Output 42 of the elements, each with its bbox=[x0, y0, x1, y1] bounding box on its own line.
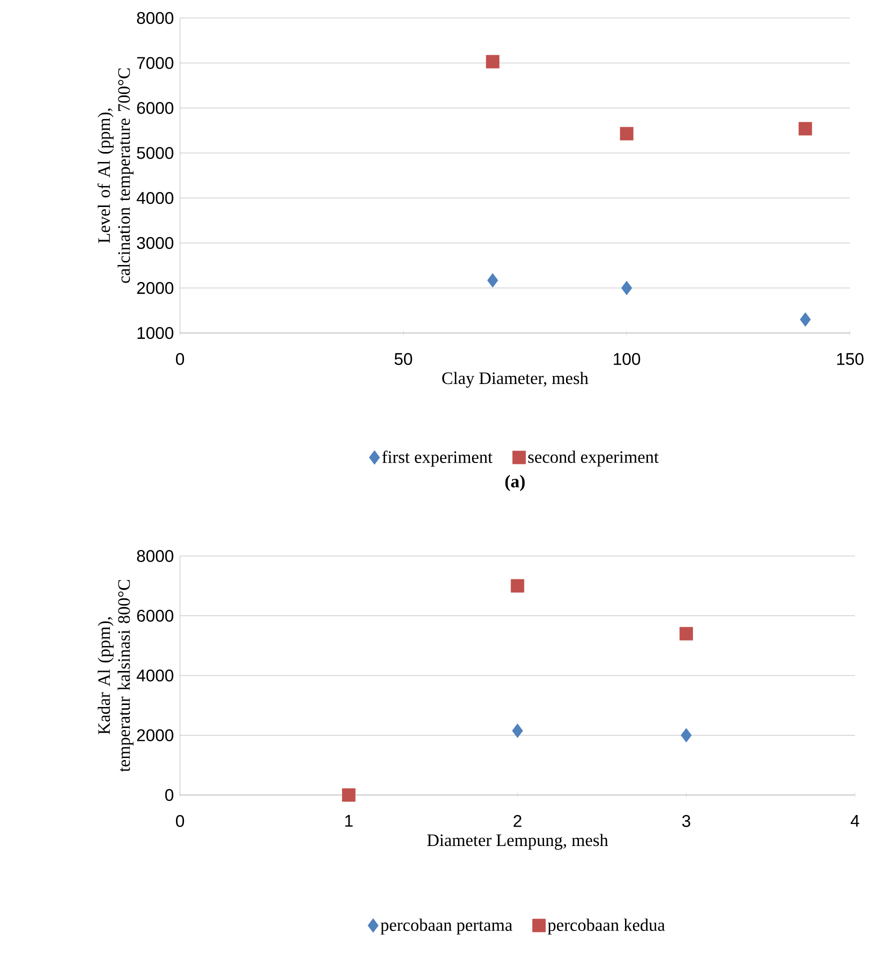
y-tick-label: 2000 bbox=[137, 729, 174, 742]
text: (a) bbox=[505, 474, 525, 492]
x-tick-label: 150 bbox=[837, 353, 864, 366]
point bbox=[512, 724, 523, 738]
y-tick-label: 4000 bbox=[136, 670, 174, 682]
legend-label: percobaan kedua bbox=[548, 918, 665, 934]
legend-label: first experiment bbox=[382, 450, 493, 467]
y-tick-label: 8000 bbox=[137, 12, 174, 24]
point bbox=[680, 728, 692, 742]
point bbox=[487, 273, 498, 288]
y-tick-label: 1000 bbox=[138, 326, 174, 339]
point bbox=[620, 126, 634, 140]
x-tick-label: 0 bbox=[176, 353, 184, 366]
x-tick-label: 1 bbox=[345, 815, 353, 827]
y-tick-label: 6000 bbox=[137, 610, 174, 622]
y-tick-label: 8000 bbox=[137, 550, 174, 562]
point bbox=[798, 122, 812, 136]
y-tick-label: 6000 bbox=[137, 102, 174, 114]
x-axis-title: Clay Diameter, mesh bbox=[442, 372, 588, 388]
y-tick-label: 3000 bbox=[136, 236, 174, 249]
x-tick-label: 3 bbox=[682, 815, 690, 828]
point bbox=[621, 280, 632, 296]
y-tick-label: 4000 bbox=[136, 192, 174, 204]
x-tick-label: 2 bbox=[514, 815, 522, 827]
point bbox=[680, 626, 693, 640]
legend-label: second experiment bbox=[528, 450, 659, 466]
x-tick-label: 4 bbox=[850, 815, 860, 827]
y-axis-title: Level of Al (ppm), calcination temperature 700°C bbox=[98, 68, 134, 283]
point bbox=[510, 579, 524, 593]
y-tick-label: 7000 bbox=[137, 57, 174, 69]
x-axis-title: Diameter Lempung, mesh bbox=[427, 834, 608, 850]
legend-label: percobaan pertama bbox=[380, 918, 512, 934]
x-tick-label: 0 bbox=[176, 815, 184, 828]
y-tick-label: 2000 bbox=[137, 282, 174, 294]
point bbox=[486, 54, 500, 68]
y-axis-title: Kadar Al (ppm), temperatur kalsinasi 800°C bbox=[98, 580, 134, 772]
point bbox=[800, 312, 811, 327]
x-tick-label: 50 bbox=[394, 353, 412, 366]
point bbox=[342, 788, 356, 802]
y-tick-label: 0 bbox=[165, 789, 174, 801]
x-tick-label: 100 bbox=[614, 353, 640, 366]
y-tick-label: 5000 bbox=[136, 147, 174, 159]
